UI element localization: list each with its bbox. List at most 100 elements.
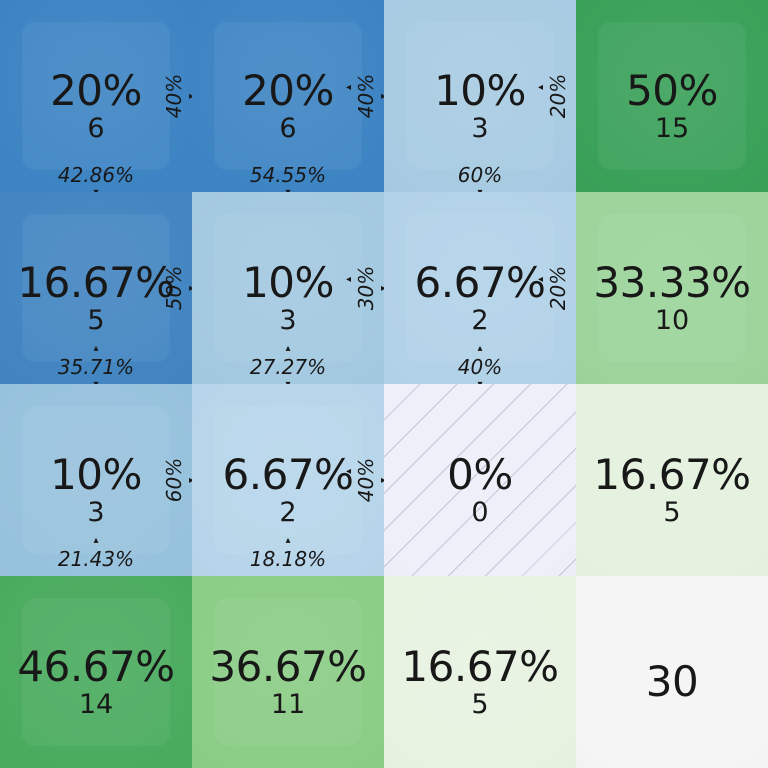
matrix-cell-r2c3[interactable]: 6.67%220%◂40%▴▾ [384, 192, 576, 384]
adjust-up-icon[interactable]: ▴ [93, 535, 99, 546]
cell-percent-value: 30 [645, 656, 699, 706]
cell-count-value: 15 [654, 112, 690, 144]
matrix-cell-r4c1[interactable]: 46.67% 14 [0, 576, 192, 768]
adjust-down-icon[interactable]: ▾ [477, 188, 482, 193]
row-conditional-percent: 50% ▸ [158, 192, 192, 384]
cell-value-stack: 16.67% 5 [0, 192, 192, 384]
matrix-cell-r1c1[interactable]: 20%640%▸42.86%▾ [0, 0, 192, 192]
row-conditional-percent-label: 30% [354, 265, 378, 311]
cell-value-stack: 6.67% 2 [192, 384, 384, 576]
matrix-cell-r1c4[interactable]: 50% 15 [576, 0, 768, 192]
cell-value-stack: 10% 3 [0, 384, 192, 576]
adjust-down-icon[interactable]: ▾ [285, 188, 290, 193]
cell-percent-value: 10% [434, 65, 526, 115]
cell-count-value: 11 [270, 688, 306, 720]
matrix-cell-r3c3[interactable]: 0% 0 [384, 384, 576, 576]
column-conditional-percent: 18.18% ▴ [192, 535, 384, 571]
cell-value-stack: 50% 15 [576, 0, 768, 192]
matrix-cell-r1c3[interactable]: 10%320%◂60%▾ [384, 0, 576, 192]
cell-percent-value: 6.67% [414, 257, 546, 307]
cell-percent-value: 36.67% [209, 641, 367, 691]
cell-count-value: 6 [87, 112, 105, 144]
column-conditional-percent-label: 60%▾ [458, 165, 502, 192]
cell-count-value: 2 [471, 304, 489, 336]
row-conditional-percent-label: 20% [546, 73, 570, 119]
cell-percent-value: 16.67% [593, 449, 751, 499]
cell-count-value: 3 [87, 496, 105, 528]
adjust-right-icon[interactable]: ▸ [380, 91, 384, 102]
cell-value-stack: 20% 6 [0, 0, 192, 192]
adjust-up-icon[interactable]: ▴ [477, 343, 483, 354]
adjust-left-icon[interactable]: ◂ [346, 466, 352, 477]
cell-count-value: 3 [471, 112, 489, 144]
matrix-cell-r2c4[interactable]: 33.33% 10 [576, 192, 768, 384]
adjust-left-icon[interactable]: ◂ [538, 274, 544, 285]
cell-count-value: 10 [654, 304, 690, 336]
matrix-cell-r4c3[interactable]: 16.67% 5 [384, 576, 576, 768]
cell-value-stack: 10% 3 [384, 0, 576, 192]
adjust-right-icon[interactable]: ▸ [380, 475, 384, 486]
adjust-down-icon[interactable]: ▾ [477, 380, 482, 385]
cell-value-stack: 46.67% 14 [0, 576, 192, 768]
column-conditional-percent-label: 42.86%▾ [58, 165, 134, 192]
cell-count-value: 5 [663, 496, 681, 528]
cell-percent-value: 0% [447, 449, 513, 499]
row-conditional-percent-label: 40% [354, 457, 378, 503]
cell-value-stack: 16.67% 5 [384, 576, 576, 768]
column-conditional-percent-label: 54.55%▾ [250, 165, 326, 192]
adjust-down-icon[interactable]: ▾ [93, 188, 98, 193]
adjust-left-icon[interactable]: ◂ [346, 82, 352, 93]
cell-percent-value: 33.33% [593, 257, 751, 307]
cell-percent-value: 16.67% [17, 257, 175, 307]
matrix-cell-r2c1[interactable]: 16.67%550%▸35.71%▴▾ [0, 192, 192, 384]
adjust-right-icon[interactable]: ▸ [188, 475, 192, 486]
adjust-left-icon[interactable]: ◂ [346, 274, 352, 285]
matrix-cell-r3c2[interactable]: 6.67% 2 40% ◂ ▸ 18.18% ▴ [192, 384, 384, 576]
cell-value-stack: 0% 0 [384, 384, 576, 576]
matrix-cell-r1c2[interactable]: 20%640%◂▸54.55%▾ [192, 0, 384, 192]
column-conditional-percent: 21.43% ▴ [0, 535, 192, 571]
adjust-up-icon[interactable]: ▴ [93, 343, 99, 354]
cell-count-value: 14 [78, 688, 114, 720]
row-conditional-percent-label: 40% [162, 73, 186, 119]
cell-percent-value: 46.67% [17, 641, 175, 691]
row-conditional-percent-label: 60% [162, 457, 186, 503]
column-conditional-percent: 27.27%▴▾ [192, 344, 384, 385]
adjust-right-icon[interactable]: ▸ [380, 283, 384, 294]
cell-count-value: 3 [279, 304, 297, 336]
adjust-right-icon[interactable]: ▸ [188, 283, 192, 294]
column-conditional-percent-label: 18.18% ▴ [249, 535, 327, 571]
cell-count-value: 2 [279, 496, 297, 528]
cell-value-stack: 16.67% 5 [576, 384, 768, 576]
cell-percent-value: 50% [626, 65, 718, 115]
column-conditional-percent-label: 27.27%▴▾ [250, 344, 326, 385]
cell-percent-value: 20% [50, 65, 142, 115]
column-conditional-percent: 40%▴▾ [384, 344, 576, 385]
adjust-right-icon[interactable]: ▸ [188, 91, 192, 102]
adjust-left-icon[interactable]: ◂ [538, 82, 544, 93]
matrix-cell-r4c2[interactable]: 36.67% 11 [192, 576, 384, 768]
cell-percent-value: 10% [242, 257, 334, 307]
matrix-cell-r3c4[interactable]: 16.67% 5 [576, 384, 768, 576]
cell-count-value: 5 [471, 688, 489, 720]
column-conditional-percent-label: 21.43% ▴ [57, 535, 135, 571]
matrix-cell-r3c1[interactable]: 10% 3 60% ▸ 21.43% ▴ [0, 384, 192, 576]
cell-count-value: 5 [87, 304, 105, 336]
matrix-cell-r4c4[interactable]: 30 [576, 576, 768, 768]
cell-count-value: 6 [279, 112, 297, 144]
row-conditional-percent: 30% ◂ ▸ [346, 192, 384, 384]
column-conditional-percent: 54.55%▾ [192, 165, 384, 192]
adjust-down-icon[interactable]: ▾ [93, 380, 98, 385]
matrix-cell-r2c2[interactable]: 10%330%◂▸27.27%▴▾ [192, 192, 384, 384]
adjust-up-icon[interactable]: ▴ [285, 535, 291, 546]
row-conditional-percent: 60% ▸ [158, 384, 192, 576]
row-conditional-percent-label: 50% [162, 265, 186, 311]
column-conditional-percent: 42.86%▾ [0, 165, 192, 192]
row-conditional-percent: 20% ◂ [538, 0, 574, 192]
adjust-up-icon[interactable]: ▴ [285, 343, 291, 354]
column-conditional-percent: 60%▾ [384, 165, 576, 192]
cell-value-stack: 6.67% 2 [384, 192, 576, 384]
adjust-down-icon[interactable]: ▾ [285, 380, 290, 385]
cell-percent-value: 10% [50, 449, 142, 499]
row-conditional-percent-label: 40% [354, 73, 378, 119]
